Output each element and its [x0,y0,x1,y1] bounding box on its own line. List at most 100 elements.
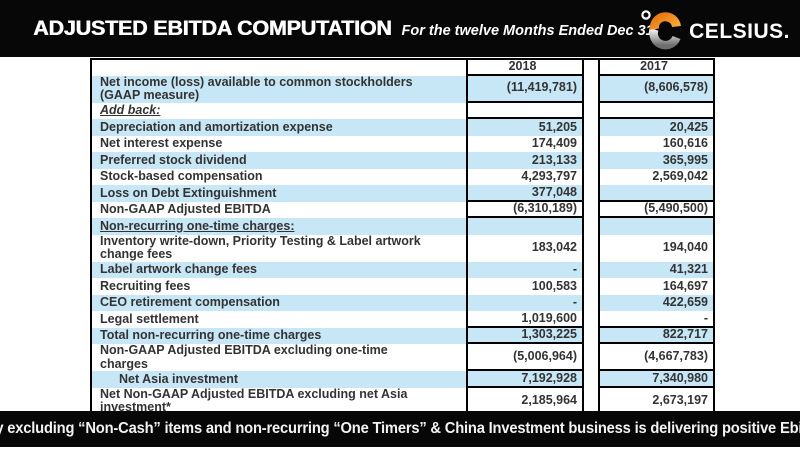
value-2017 [598,218,715,235]
row-label: Net income (loss) available to common st… [92,75,466,103]
value-2017: 422,659 [598,294,715,311]
value-2017: 160,616 [598,135,715,152]
value-2018 [466,218,584,235]
value-2018: 1,019,600 [466,311,584,328]
value-2017: 20,425 [598,119,715,136]
value-2017 [598,102,715,119]
column-gap [584,152,598,169]
column-gap [584,102,598,119]
value-2017: 164,697 [598,278,715,295]
value-2018: 2,185,964 [466,387,584,415]
value-2018 [466,102,584,119]
row-label: Stock-based compensation [100,169,263,183]
table-row-net-asia-investment: Net Asia investment 7,192,928 7,340,980 [92,371,715,388]
column-gap [584,294,598,311]
table-row-net-ebitda-excl-asia: Net Non-GAAP Adjusted EBITDA excluding n… [92,386,715,415]
table-row-label-artwork: Label artwork change fees - 41,321 [92,261,715,278]
value-2018: 1,303,225 [466,327,584,344]
column-gap [584,75,598,103]
value-2017: (4,667,783) [598,344,715,371]
row-label: Non-GAAP Adjusted EBITDA [100,202,271,216]
value-2017: 41,321 [598,261,715,278]
value-2017: 7,340,980 [598,371,715,388]
value-2018: 213,133 [466,152,584,169]
page-subtitle: For the twelve Months Ended Dec 31 [401,23,654,39]
column-gap [584,135,598,152]
column-gap [584,234,598,262]
row-label: Label artwork change fees [92,261,466,278]
column-gap [584,60,598,76]
table-row-nonrecurring-header: Non-recurring one-time charges: [92,218,715,235]
column-gap [584,201,598,218]
value-2018: 174,409 [466,135,584,152]
value-2018: 183,042 [466,234,584,262]
table-row-preferred-dividend: Preferred stock dividend 213,133 365,995 [92,152,715,169]
column-gap [584,261,598,278]
value-2018: - [466,294,584,311]
table-row-legal-settlement: Legal settlement 1,019,600 - [92,311,715,328]
footer-note: - By excluding “Non-Cash” items and non-… [0,420,800,437]
ebitda-table: 2018 2017 Net income (loss) available to… [90,58,715,417]
row-label: Net Asia investment [92,371,466,388]
value-2018: 7,192,928 [466,371,584,388]
row-label: Recruiting fees [100,278,191,293]
value-2017: - [598,311,715,328]
row-label: CEO retirement compensation [92,294,466,311]
page-title: ADJUSTED EBITDA COMPUTATION [33,16,392,40]
column-gap [584,344,598,371]
value-2018: 377,048 [466,185,584,202]
row-label: Inventory write-down, Priority Testing &… [100,233,421,261]
column-gap [584,387,598,415]
celsius-logo: CELSIUS. [637,6,790,57]
value-2018: - [466,261,584,278]
value-2018: 4,293,797 [466,168,584,185]
row-label: Total non-recurring one-time charges [92,327,466,344]
table-row-net-interest: Net interest expense 174,409 160,616 [92,135,715,152]
value-2017: 822,717 [598,327,715,344]
row-label: Depreciation and amortization expense [92,119,466,136]
row-label: Loss on Debt Extinguishment [92,185,466,202]
table-row-ebitda-excl-onetime: Non-GAAP Adjusted EBITDA excluding one-t… [92,343,715,371]
column-gap [584,311,598,328]
column-gap [584,119,598,136]
value-2017: 2,569,042 [598,168,715,185]
value-2018: 100,583 [466,278,584,295]
table-row-debt-extinguishment: Loss on Debt Extinguishment 377,048 [92,185,715,202]
value-2017: 2,673,197 [598,387,715,415]
column-header-2018: 2018 [466,59,584,76]
column-gap [584,168,598,185]
column-gap [584,218,598,235]
table-row-inventory-writedown: Inventory write-down, Priority Testing &… [92,233,715,262]
value-2018: (11,419,781) [466,75,584,103]
table-row-depreciation: Depreciation and amortization expense 51… [92,119,715,136]
celsius-wordmark: CELSIUS. [689,19,790,43]
column-gap [584,278,598,295]
table-row-nongaap-ebitda: Non-GAAP Adjusted EBITDA (6,310,189) (5,… [92,201,715,218]
row-label: Net interest expense [100,136,223,150]
value-2017: (8,606,578) [598,75,715,103]
value-2018: (5,006,964) [466,344,584,371]
table-row-add-back: Add back: [92,102,715,119]
value-2017: 194,040 [598,234,715,262]
row-label: Non-GAAP Adjusted EBITDA excluding one-t… [100,343,388,371]
value-2018: 51,205 [466,119,584,136]
title-group: ADJUSTED EBITDA COMPUTATION For the twel… [33,16,654,41]
row-label: Preferred stock dividend [92,152,466,169]
table-row-net-income: Net income (loss) available to common st… [92,75,715,103]
header-spacer [92,60,466,76]
table-row-recruiting-fees: Recruiting fees 100,583 164,697 [92,278,715,295]
header-band: ADJUSTED EBITDA COMPUTATION For the twel… [0,0,800,57]
row-label: Net Non-GAAP Adjusted EBITDA excluding n… [100,386,408,414]
row-label: Legal settlement [100,311,199,326]
table-header-row: 2018 2017 [92,59,715,76]
value-2017: 365,995 [598,152,715,169]
table-row-stock-compensation: Stock-based compensation 4,293,797 2,569… [92,168,715,185]
row-label: Add back: [100,103,161,117]
value-2017 [598,185,715,202]
value-2017: (5,490,500) [598,201,715,218]
table-row-total-onetime: Total non-recurring one-time charges 1,3… [92,327,715,344]
column-gap [584,185,598,202]
celsius-c-icon [637,6,687,57]
column-gap [584,327,598,344]
row-label: Non-recurring one-time charges: [92,218,466,235]
